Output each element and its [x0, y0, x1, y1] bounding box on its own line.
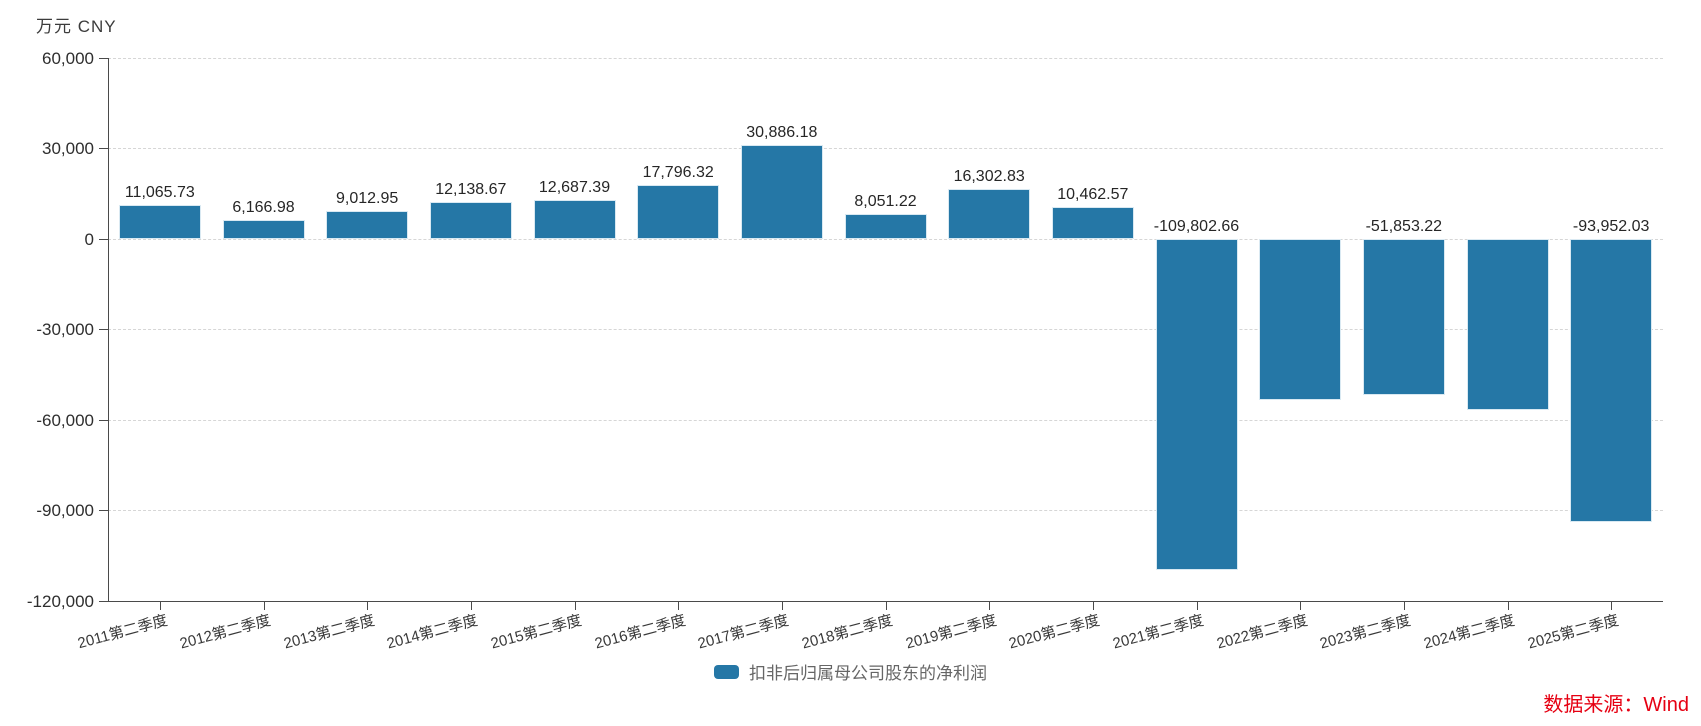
x-axis-label: 2016第二季度	[592, 611, 688, 653]
x-axis-tick	[781, 602, 783, 610]
bar-value-label: -93,952.03	[1572, 217, 1650, 235]
y-axis-tick	[99, 510, 108, 512]
x-axis-label: 2014第二季度	[385, 611, 481, 653]
x-axis-label: 2012第二季度	[178, 611, 273, 653]
legend-label: 扣非后归属母公司股东的净利润	[749, 664, 987, 683]
bar-2017第二季度[interactable]	[740, 145, 823, 239]
bar-value-label: 30,886.18	[746, 124, 818, 142]
bar-2018第二季度[interactable]	[844, 214, 927, 239]
x-axis-label: 2025第二季度	[1525, 611, 1621, 653]
x-axis-tick	[574, 602, 576, 610]
y-axis-tick	[99, 57, 108, 59]
bar-2013第二季度[interactable]	[326, 211, 409, 239]
bar-value-label: -109,802.66	[1153, 217, 1240, 235]
x-axis-label: 2024第二季度	[1422, 611, 1517, 653]
x-axis-line	[108, 601, 1663, 602]
y-axis-label: -90,000	[36, 501, 94, 521]
chart-unit-title: 万元 CNY	[36, 17, 117, 36]
x-axis-tick	[1611, 602, 1613, 610]
y-axis-tick	[99, 601, 108, 602]
y-axis-label: 0	[84, 229, 94, 249]
bar-value-label: 6,166.98	[232, 199, 295, 217]
x-axis-label: 2023第二季度	[1318, 611, 1414, 653]
x-axis-label: 2018第二季度	[800, 611, 895, 653]
y-axis-label: -60,000	[36, 410, 94, 430]
bar-value-label: 16,302.83	[953, 168, 1025, 186]
x-axis-tick	[678, 602, 680, 610]
gridline	[108, 329, 1663, 331]
bar-value-label: -51,853.22	[1365, 217, 1443, 235]
y-axis-label: 30,000	[42, 139, 94, 159]
x-axis-label: 2021第二季度	[1111, 611, 1206, 653]
y-axis-line	[108, 57, 109, 601]
x-axis-tick	[1507, 602, 1509, 610]
gridline	[108, 57, 1663, 59]
y-axis-label: -30,000	[36, 320, 94, 340]
x-axis-tick	[159, 602, 161, 610]
bar-2020第二季度[interactable]	[1051, 207, 1134, 239]
bar-2012第二季度[interactable]	[222, 220, 305, 239]
bar-2024第二季度[interactable]	[1466, 238, 1549, 410]
bar-value-label: 12,687.39	[538, 179, 611, 197]
y-axis-label: -120,000	[26, 592, 94, 611]
bar-2019第二季度[interactable]	[948, 189, 1031, 239]
x-axis-tick	[1403, 602, 1405, 610]
x-axis-label: 2017第二季度	[696, 611, 792, 653]
x-axis-label: 2011第二季度	[75, 611, 170, 653]
legend-item[interactable]: 扣非后归属母公司股东的净利润	[714, 659, 987, 684]
x-axis-tick	[1092, 602, 1094, 610]
x-axis-label: 2019第二季度	[903, 611, 999, 653]
y-axis-label: 60,000	[42, 48, 94, 68]
bar-2015第二季度[interactable]	[533, 200, 616, 239]
x-axis-tick	[885, 602, 887, 610]
y-axis-tick	[99, 148, 108, 150]
bar-2022第二季度[interactable]	[1259, 238, 1342, 400]
x-axis-label: 2013第二季度	[281, 611, 377, 653]
bar-value-label: 17,796.32	[642, 163, 714, 181]
chart-legend: 扣非后归属母公司股东的净利润	[0, 659, 1701, 684]
x-axis-tick	[367, 602, 369, 610]
x-axis-label: 2020第二季度	[1007, 611, 1103, 653]
gridline	[108, 148, 1663, 150]
gridline	[108, 238, 1663, 240]
gridline	[108, 510, 1663, 512]
x-axis-tick	[1196, 602, 1198, 610]
x-axis-tick	[1300, 602, 1302, 610]
bar-value-label: 10,462.57	[1057, 186, 1129, 204]
gridline	[108, 419, 1663, 421]
bar-2011第二季度[interactable]	[118, 205, 201, 239]
y-axis-tick	[99, 419, 108, 421]
bar-value-label: 11,065.73	[124, 184, 195, 202]
bar-2023第二季度[interactable]	[1362, 238, 1445, 396]
y-axis-tick	[99, 238, 108, 240]
bar-value-label: 8,051.22	[854, 193, 917, 211]
bar-value-label: 9,012.95	[336, 190, 399, 208]
x-axis-label: 2015第二季度	[489, 611, 584, 653]
bar-2025第二季度[interactable]	[1570, 238, 1653, 523]
data-source-note: 数据来源：Wind	[1543, 694, 1689, 716]
x-axis-label: 2022第二季度	[1214, 611, 1310, 653]
legend-swatch-icon	[714, 664, 739, 679]
bar-2016第二季度[interactable]	[637, 184, 720, 239]
x-axis-tick	[263, 602, 265, 610]
bar-2014第二季度[interactable]	[429, 202, 512, 239]
bar-value-label: 12,138.67	[435, 181, 507, 198]
bar-2021第二季度[interactable]	[1155, 238, 1238, 571]
x-axis-tick	[470, 602, 472, 610]
y-axis-tick	[99, 329, 108, 331]
x-axis-tick	[989, 602, 991, 610]
